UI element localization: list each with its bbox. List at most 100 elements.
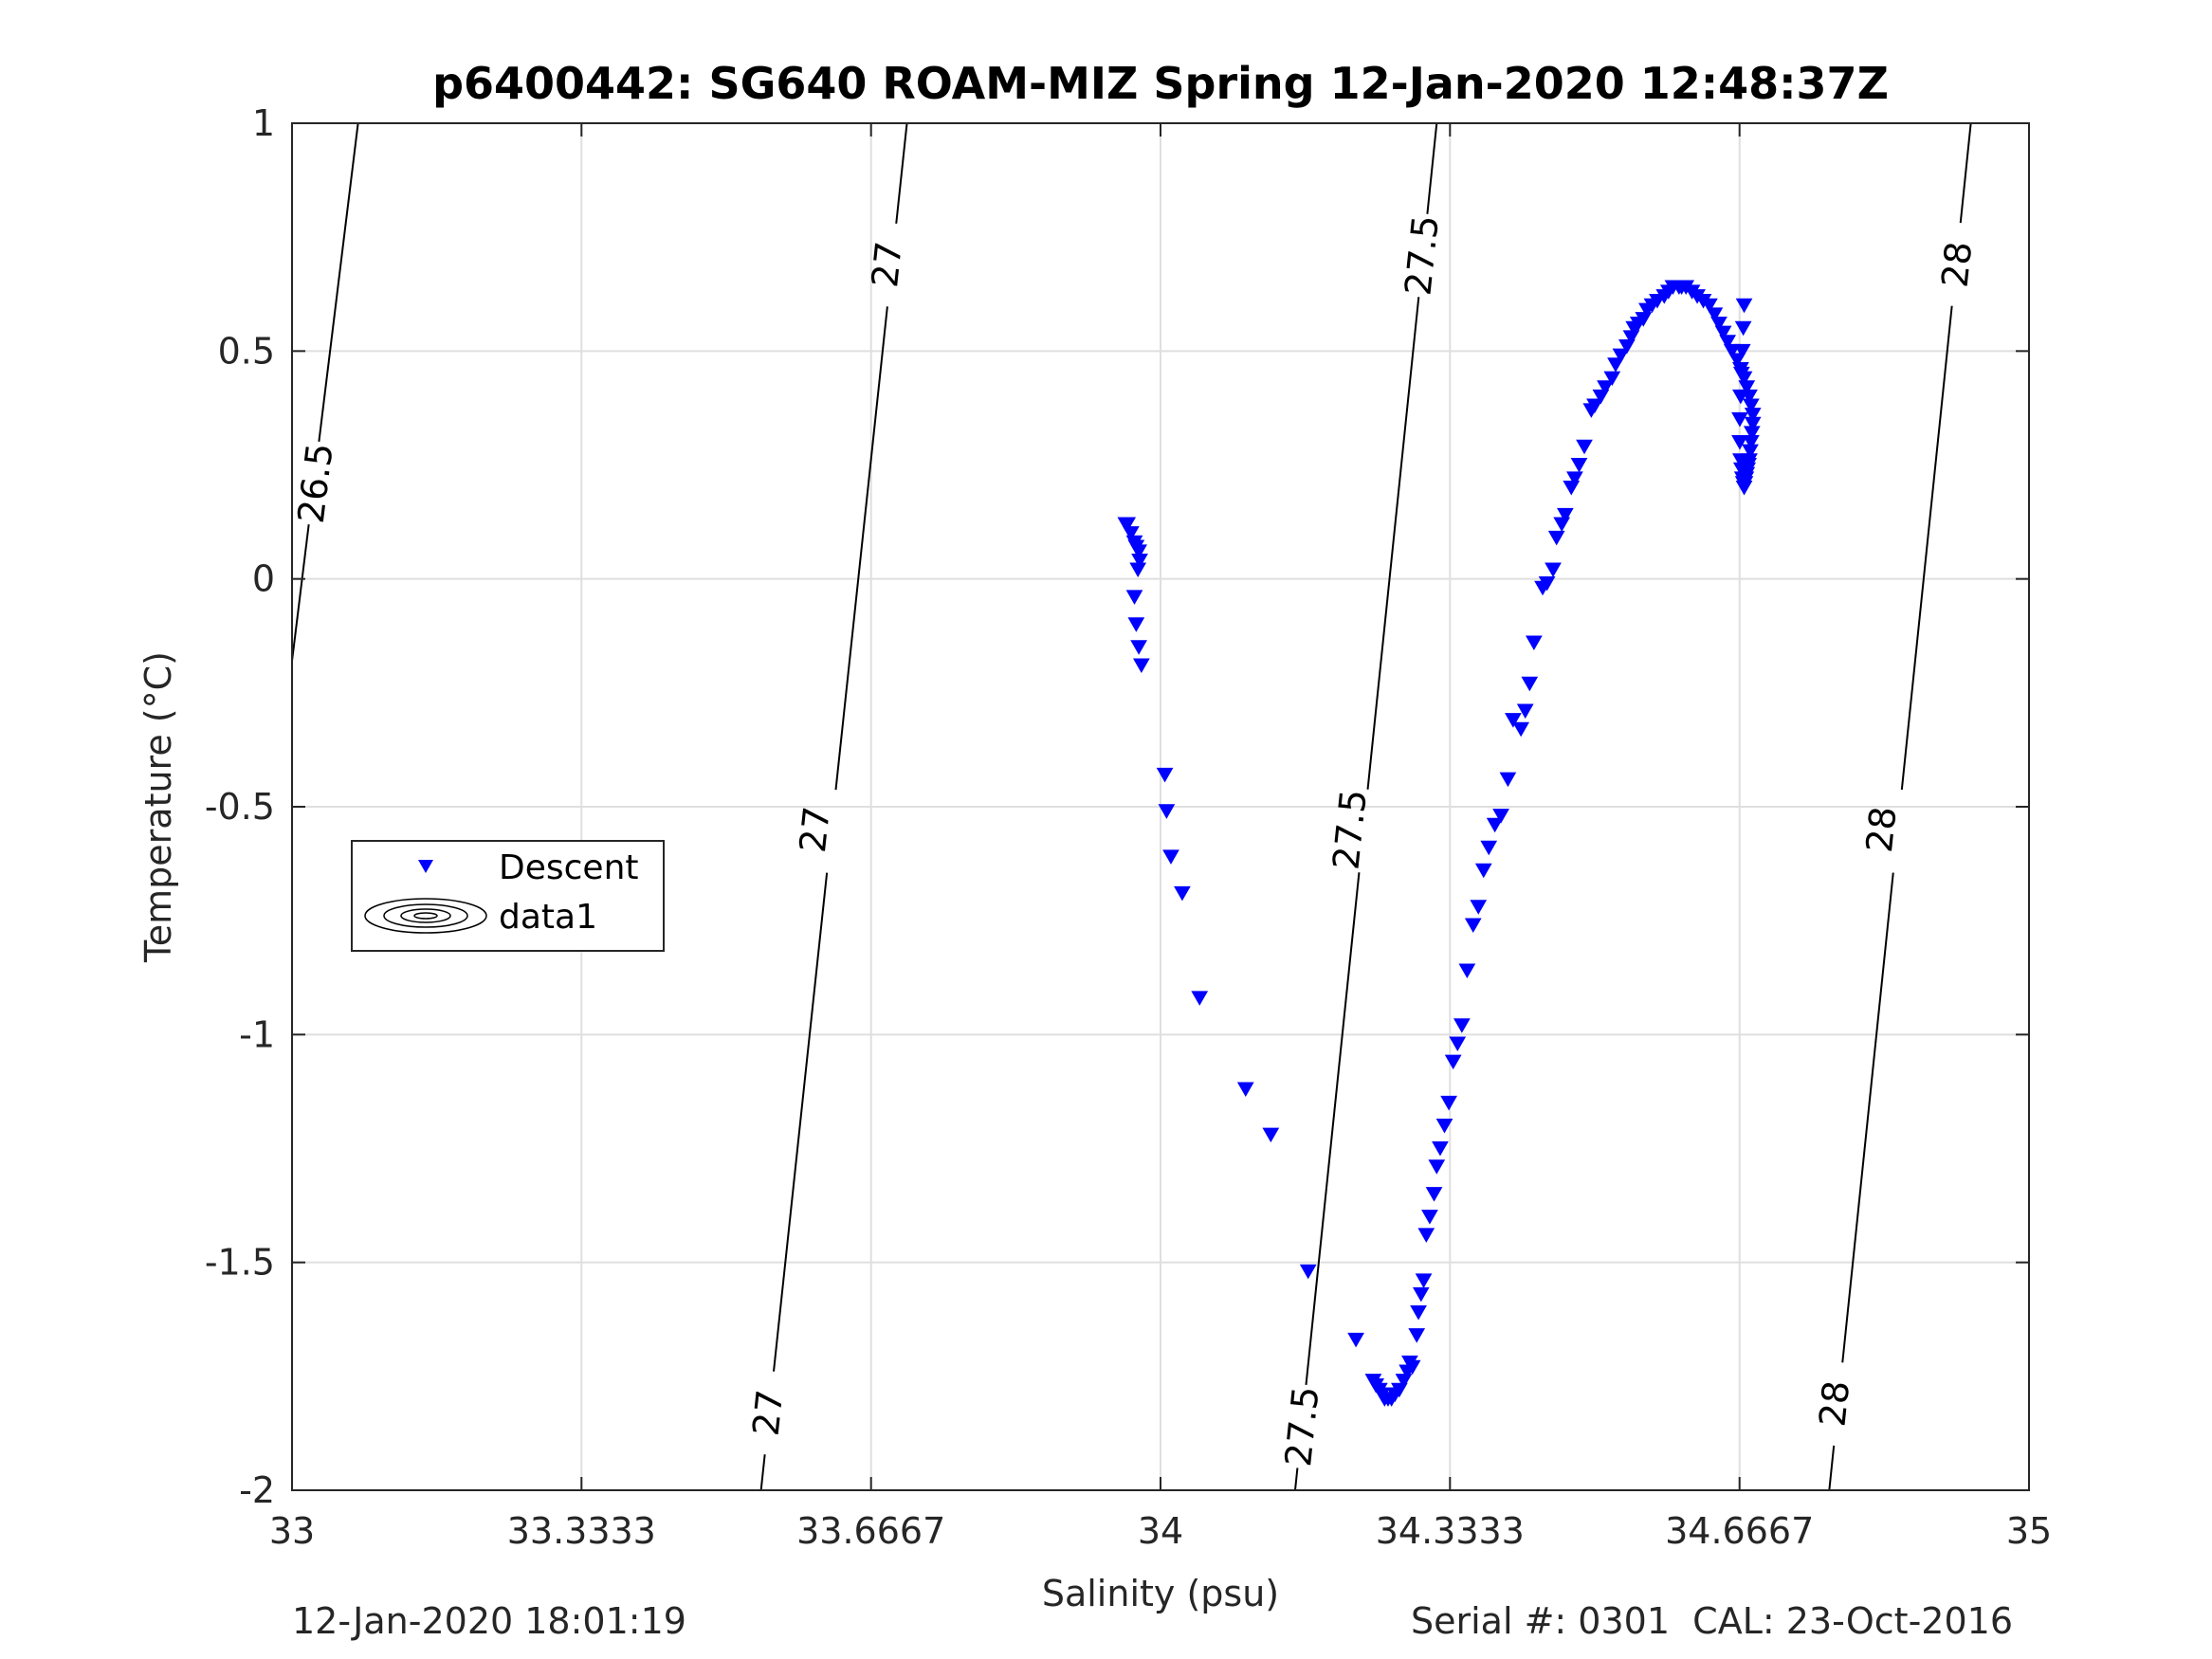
descent-point [1612,348,1630,364]
descent-point [1415,1273,1433,1288]
descent-point [1732,453,1749,468]
descent-point [1734,320,1752,337]
contour-label: 26.5 [290,441,341,525]
descent-point [1603,371,1621,387]
descent-point [1410,1305,1427,1321]
descent-point [1130,544,1147,559]
descent-point [1521,676,1539,692]
descent-point [1412,1286,1430,1303]
contour-line-segment [1828,1445,1836,1491]
descent-point [1719,335,1737,350]
descent-point [1586,398,1603,414]
descent-point [1236,1082,1254,1098]
legend-marker-contour [364,898,487,934]
descent-point [1597,380,1614,395]
descent-points [1117,280,1762,1407]
contour-label: 27.5 [1325,788,1374,872]
descent-point [1706,307,1724,322]
legend-label-descent: Descent [499,848,639,887]
y-tick-label: -0.5 [205,786,275,828]
y-tick-label: -1 [239,1013,275,1055]
descent-point [1444,1054,1462,1070]
descent-point [1505,713,1522,728]
contour-label: 27.5 [1397,213,1446,298]
descent-point [1480,840,1498,856]
descent-point [1449,1036,1467,1051]
descent-point [1470,900,1488,915]
x-tick-label: 34 [1138,1510,1183,1552]
descent-point [1432,1141,1449,1157]
footer-serial-cal: Serial #: 0301 CAL: 23-Oct-2016 [1410,1600,2013,1642]
descent-point [1732,389,1749,405]
contour-line-segment [759,1454,766,1491]
contour-line-segment [1305,872,1361,1386]
descent-point [1474,863,1492,879]
y-tick-label: 0.5 [218,330,275,372]
descent-point [1701,298,1718,314]
y-tick-label: 0 [252,558,275,600]
descent-point [1731,434,1748,450]
descent-point [1408,1328,1426,1343]
descent-point [1570,458,1588,473]
descent-point [1732,366,1750,382]
descent-point [1174,885,1191,902]
chart-title: p6400442: SG640 ROAM-MIZ Spring 12-Jan-2… [432,58,1889,109]
descent-point [1556,507,1574,523]
contour-line-segment [291,524,310,662]
descent-point [1130,640,1147,655]
descent-point [1545,562,1562,578]
contour-label: 27 [745,1388,792,1438]
descent-point [1526,635,1543,650]
descent-point [1731,411,1748,428]
legend-marker-contour [413,912,438,920]
contour-line-segment [1959,122,1972,224]
descent-point [1738,380,1756,395]
descent-point [1516,703,1534,720]
contour-line-segment [1366,297,1420,790]
density-contours: 26.5 27 27 27 27.5 27.5 27.5 28 28 28 [290,122,1981,1491]
descent-point [1127,617,1145,632]
descent-point [1710,316,1728,332]
descent-point [1347,1332,1364,1348]
contour-line-segment [1900,305,1953,791]
y-tick-label: 1 [252,102,275,144]
y-tick-label: -1.5 [205,1242,275,1284]
y-axis-label: Temperature (°C) [137,651,179,963]
descent-point [1743,434,1760,450]
contour-line-segment [834,306,888,791]
legend-box [351,840,665,952]
descent-point [1119,517,1137,532]
descent-point [1162,849,1179,865]
descent-point [1742,444,1759,460]
descent-point [1723,343,1741,359]
x-tick-label: 35 [2006,1510,2052,1552]
contour-label: 28 [1934,240,1981,290]
descent-point [1131,553,1148,569]
descent-point [1453,1018,1471,1033]
descent-point [1158,804,1176,819]
descent-point [1425,1187,1443,1202]
descent-point [1733,343,1751,359]
x-axis-label: Salinity (psu) [1042,1573,1279,1614]
descent-point [1547,530,1565,546]
legend-label-data1: data1 [499,898,597,937]
descent-point [1129,562,1147,578]
descent-point [1728,353,1746,368]
contour-label: 28 [1811,1378,1857,1429]
descent-point [1743,426,1761,441]
descent-point [1492,809,1509,824]
contour-label: 28 [1858,805,1905,855]
descent-point [1607,357,1624,373]
contour-label: 27 [864,240,910,290]
descent-point [1299,1264,1317,1280]
legend: Descent data1 [351,840,665,952]
contour-label: 27.5 [1277,1384,1326,1468]
descent-point [1735,298,1753,314]
descent-point [1486,817,1504,833]
legend-marker-contour [400,908,451,923]
legend-marker-triangle [418,860,433,873]
footer-timestamp: 12-Jan-2020 18:01:19 [292,1600,686,1642]
descent-point [1499,772,1517,788]
y-axis-ticks: 1 0.5 0 -0.5 -1 -1.5 -2 [205,102,2029,1511]
